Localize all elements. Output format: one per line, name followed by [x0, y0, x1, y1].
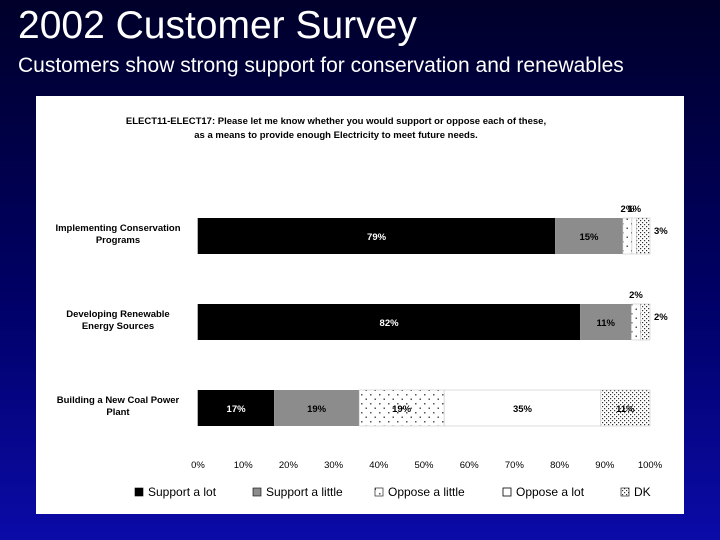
x-tick-label: 10%	[234, 460, 254, 471]
slide-title: 2002 Customer Survey	[18, 4, 417, 47]
bar-segment-oppose-a-lot	[443, 389, 602, 427]
x-tick-label: 60%	[460, 460, 480, 471]
x-tick-label: 90%	[595, 460, 615, 471]
category-label: Building a New Coal Power	[57, 395, 180, 406]
bar-segment-support-a-little	[580, 304, 632, 340]
bar-segment-oppose-a-little	[358, 389, 445, 427]
bar-segment-oppose-a-little	[622, 217, 633, 255]
data-label: 79%	[367, 232, 387, 243]
category-label: Programs	[96, 235, 140, 246]
legend-swatch	[502, 487, 512, 497]
x-tick-label: 100%	[638, 460, 663, 471]
data-label: 82%	[380, 318, 400, 329]
legend-label: DK	[634, 485, 651, 499]
slide-subtitle: Customers show strong support for conser…	[18, 54, 624, 77]
category-label: Energy Sources	[82, 321, 154, 332]
legend: Support a lot Support a little Oppose a li…	[134, 485, 651, 499]
chart-panel: ELECT11-ELECT17: Please let me know whet…	[36, 96, 684, 514]
bar-segment-support-a-lot	[198, 218, 556, 254]
data-label: 2%	[621, 204, 635, 215]
bar-segment-support-a-lot	[198, 390, 275, 426]
x-tick-label: 50%	[414, 460, 434, 471]
data-label: 11%	[616, 404, 635, 415]
legend-swatch	[374, 487, 384, 497]
legend-label: Support a little	[266, 485, 343, 499]
data-label: 19%	[392, 404, 412, 415]
bar-segment-dk	[636, 217, 651, 255]
legend-swatch	[134, 487, 144, 497]
x-tick-label: 20%	[279, 460, 299, 471]
x-tick-label: 80%	[550, 460, 570, 471]
bar-segment-support-a-little	[555, 218, 623, 254]
question-line-1: ELECT11-ELECT17: Please let me know whet…	[126, 116, 546, 127]
category-label: Implementing Conservation	[55, 223, 180, 234]
data-label: 2%	[629, 290, 643, 301]
category-label: Plant	[106, 407, 130, 418]
bar-segment-dk	[640, 303, 651, 341]
category-label: Developing Renewable	[66, 309, 169, 320]
data-label: 17%	[227, 404, 247, 415]
x-tick-label: 30%	[324, 460, 344, 471]
question-line-2: as a means to provide enough Electricity…	[194, 130, 478, 141]
bar-segment-support-a-lot	[198, 304, 581, 340]
legend-swatch	[620, 487, 630, 497]
data-label: 3%	[654, 226, 668, 237]
data-label: 11%	[596, 318, 615, 329]
data-label: 2%	[654, 312, 668, 323]
stacked-bar-chart: ELECT11-ELECT17: Please let me know whet…	[55, 116, 668, 499]
x-tick-label: 0%	[191, 460, 205, 471]
x-tick-label: 70%	[505, 460, 525, 471]
legend-label: Oppose a lot	[516, 485, 585, 499]
data-label: 35%	[513, 404, 533, 415]
data-label: 15%	[579, 232, 599, 243]
legend-label: Oppose a little	[388, 485, 465, 499]
x-tick-label: 40%	[369, 460, 389, 471]
data-label: 1%	[627, 204, 641, 215]
bar-segment-support-a-little	[274, 390, 360, 426]
data-label: 19%	[307, 404, 327, 415]
bar-segment-dk	[600, 389, 651, 427]
bar-segment-oppose-a-little	[631, 303, 641, 341]
bar-segment-oppose-a-lot	[631, 217, 637, 255]
legend-label: Support a lot	[148, 485, 217, 499]
legend-swatch	[252, 487, 262, 497]
